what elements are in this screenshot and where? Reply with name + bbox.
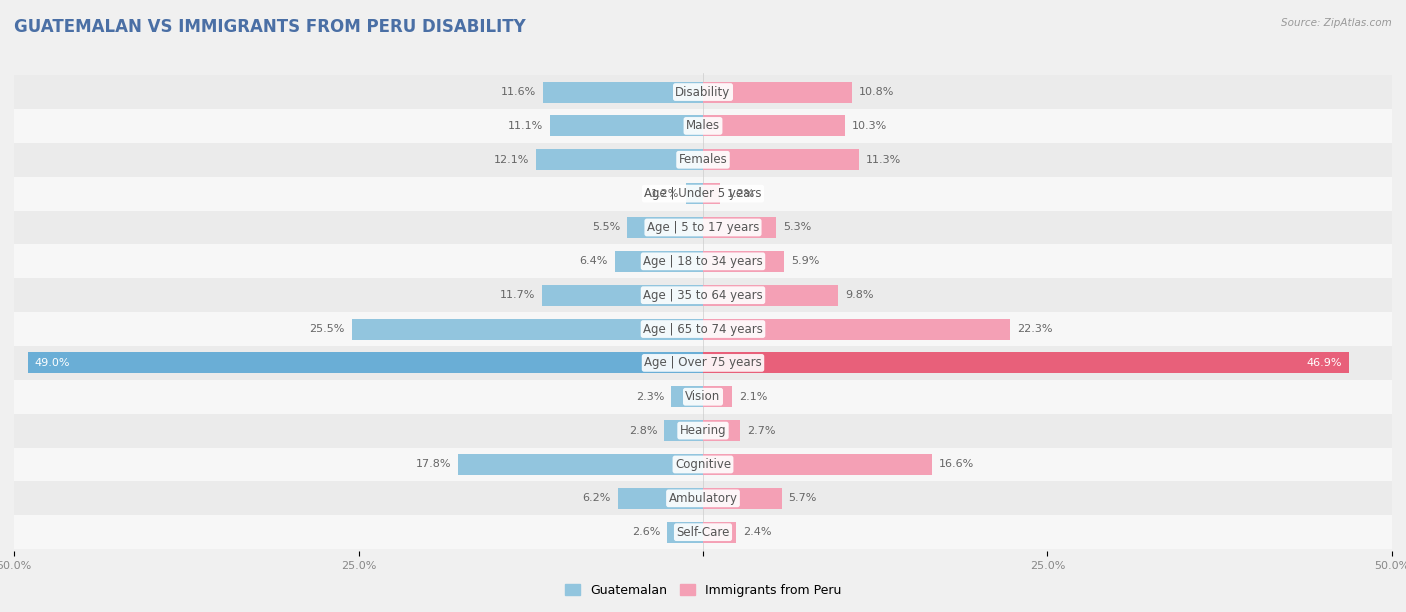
Text: 5.9%: 5.9%	[792, 256, 820, 266]
Bar	[703, 521, 737, 543]
Bar	[541, 285, 703, 305]
Bar	[352, 319, 703, 340]
Bar	[14, 346, 1392, 380]
Text: 11.7%: 11.7%	[499, 290, 534, 300]
Text: 25.5%: 25.5%	[309, 324, 344, 334]
Bar	[543, 81, 703, 103]
Text: 10.3%: 10.3%	[852, 121, 887, 131]
Bar	[14, 447, 1392, 482]
Bar	[703, 488, 782, 509]
Bar	[703, 319, 1011, 340]
Text: 22.3%: 22.3%	[1017, 324, 1053, 334]
Text: 17.8%: 17.8%	[415, 460, 451, 469]
Bar	[665, 420, 703, 441]
Text: 16.6%: 16.6%	[939, 460, 974, 469]
Text: 5.5%: 5.5%	[592, 223, 620, 233]
Text: 49.0%: 49.0%	[35, 358, 70, 368]
Text: 11.1%: 11.1%	[508, 121, 543, 131]
Bar	[703, 285, 838, 305]
Bar	[703, 454, 932, 475]
Bar	[458, 454, 703, 475]
Text: Age | Under 5 years: Age | Under 5 years	[644, 187, 762, 200]
Text: Males: Males	[686, 119, 720, 132]
Bar	[14, 244, 1392, 278]
Text: 46.9%: 46.9%	[1306, 358, 1343, 368]
Text: 5.7%: 5.7%	[789, 493, 817, 503]
Text: Age | 18 to 34 years: Age | 18 to 34 years	[643, 255, 763, 268]
Bar	[14, 380, 1392, 414]
Bar	[686, 183, 703, 204]
Text: 6.4%: 6.4%	[579, 256, 607, 266]
Text: 1.2%: 1.2%	[727, 188, 755, 199]
Text: 2.4%: 2.4%	[742, 527, 772, 537]
Bar	[14, 211, 1392, 244]
Text: 9.8%: 9.8%	[845, 290, 873, 300]
Text: Vision: Vision	[685, 390, 721, 403]
Text: 2.8%: 2.8%	[628, 425, 658, 436]
Text: Hearing: Hearing	[679, 424, 727, 437]
Text: 10.8%: 10.8%	[859, 87, 894, 97]
Bar	[703, 81, 852, 103]
Text: 1.2%: 1.2%	[651, 188, 679, 199]
Text: Age | Over 75 years: Age | Over 75 years	[644, 356, 762, 370]
Bar	[703, 386, 733, 407]
Text: 2.7%: 2.7%	[747, 425, 776, 436]
Text: 11.6%: 11.6%	[501, 87, 536, 97]
Legend: Guatemalan, Immigrants from Peru: Guatemalan, Immigrants from Peru	[560, 579, 846, 602]
Text: GUATEMALAN VS IMMIGRANTS FROM PERU DISABILITY: GUATEMALAN VS IMMIGRANTS FROM PERU DISAB…	[14, 18, 526, 36]
Bar	[703, 217, 776, 238]
Text: Age | 35 to 64 years: Age | 35 to 64 years	[643, 289, 763, 302]
Text: 11.3%: 11.3%	[866, 155, 901, 165]
Bar	[671, 386, 703, 407]
Text: Cognitive: Cognitive	[675, 458, 731, 471]
Bar	[703, 420, 740, 441]
Bar	[14, 414, 1392, 447]
Text: 5.3%: 5.3%	[783, 223, 811, 233]
Bar	[14, 109, 1392, 143]
Bar	[14, 278, 1392, 312]
Text: 2.3%: 2.3%	[636, 392, 665, 401]
Bar	[703, 149, 859, 170]
Text: Females: Females	[679, 153, 727, 166]
Text: Self-Care: Self-Care	[676, 526, 730, 539]
Bar	[703, 251, 785, 272]
Text: Age | 65 to 74 years: Age | 65 to 74 years	[643, 323, 763, 335]
Text: 6.2%: 6.2%	[582, 493, 610, 503]
Bar	[703, 353, 1350, 373]
Bar	[703, 116, 845, 136]
Bar	[14, 482, 1392, 515]
Bar	[536, 149, 703, 170]
Bar	[14, 143, 1392, 177]
Text: Age | 5 to 17 years: Age | 5 to 17 years	[647, 221, 759, 234]
Bar	[627, 217, 703, 238]
Bar	[14, 515, 1392, 549]
Text: 2.6%: 2.6%	[631, 527, 661, 537]
Text: Ambulatory: Ambulatory	[668, 492, 738, 505]
Bar	[28, 353, 703, 373]
Bar	[14, 75, 1392, 109]
Bar	[14, 312, 1392, 346]
Text: Source: ZipAtlas.com: Source: ZipAtlas.com	[1281, 18, 1392, 28]
Bar	[617, 488, 703, 509]
Text: 12.1%: 12.1%	[494, 155, 530, 165]
Bar	[668, 521, 703, 543]
Text: 2.1%: 2.1%	[738, 392, 768, 401]
Bar	[614, 251, 703, 272]
Text: Disability: Disability	[675, 86, 731, 99]
Bar	[14, 177, 1392, 211]
Bar	[703, 183, 720, 204]
Bar	[550, 116, 703, 136]
